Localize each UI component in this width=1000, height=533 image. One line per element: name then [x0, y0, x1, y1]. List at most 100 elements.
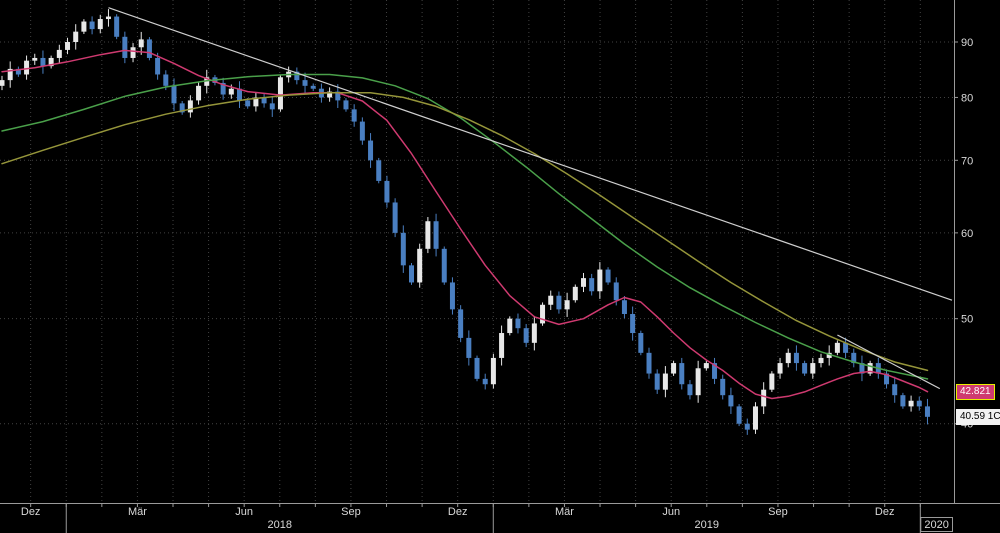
candle	[662, 366, 668, 398]
candle-body	[580, 278, 586, 287]
candle	[40, 50, 46, 74]
candle	[531, 315, 537, 351]
candle-body	[0, 80, 5, 86]
candle-body	[73, 31, 79, 43]
candle-body	[130, 47, 136, 58]
candle	[122, 31, 128, 64]
candle-body	[48, 57, 54, 67]
candle	[769, 371, 775, 393]
candle-body	[458, 309, 464, 338]
candle-body	[253, 97, 259, 107]
candle-body	[441, 248, 447, 283]
candle-body	[343, 100, 349, 110]
candle	[826, 345, 832, 366]
candle	[105, 9, 111, 27]
candle	[589, 273, 595, 296]
candle-body	[122, 36, 128, 58]
candle-body	[548, 295, 554, 305]
candle-body	[523, 328, 529, 343]
x-tick-label: Dez	[21, 506, 41, 518]
candle	[449, 277, 455, 315]
candle	[310, 83, 316, 92]
candle-body	[613, 282, 619, 301]
candle	[515, 313, 521, 334]
x-tick-label: Sep	[768, 506, 788, 518]
candle	[540, 302, 546, 326]
candle-body	[474, 357, 480, 379]
candle	[908, 395, 914, 412]
candle	[597, 262, 603, 299]
candle-body	[7, 68, 13, 81]
candle	[138, 31, 144, 55]
candle	[0, 75, 5, 91]
candle-body	[720, 378, 726, 396]
candle-body	[908, 400, 914, 407]
candle-body	[515, 318, 521, 329]
candle	[785, 348, 791, 368]
candle-body	[834, 342, 840, 353]
candle	[728, 387, 734, 414]
candle-body	[228, 88, 234, 95]
candle	[695, 360, 701, 403]
ma-slow-olive-line	[1, 92, 929, 372]
long-downtrend-line	[108, 7, 953, 301]
candle-body	[892, 384, 898, 396]
candle-body	[392, 202, 398, 233]
candle	[630, 306, 636, 341]
candle-body	[777, 363, 783, 374]
x-tick-label: Jun	[662, 506, 680, 518]
candle-body	[572, 286, 578, 301]
candle	[490, 353, 496, 389]
candle	[368, 133, 374, 168]
candle-body	[269, 103, 275, 110]
candle	[65, 37, 71, 55]
candle-body	[376, 160, 382, 181]
candle-body	[138, 39, 144, 48]
candle	[466, 330, 472, 366]
candle-body	[335, 91, 341, 101]
candle-body	[540, 304, 546, 324]
candle-body	[400, 232, 406, 266]
candle-body	[843, 342, 849, 353]
candle	[900, 392, 906, 409]
candle	[638, 330, 644, 356]
plot-area	[0, 0, 954, 503]
candle-body	[662, 373, 668, 390]
candle-body	[171, 85, 177, 104]
candle	[24, 55, 30, 80]
candle	[179, 101, 185, 115]
candle-body	[556, 295, 562, 310]
candle-body	[630, 314, 636, 334]
y-tick-label: 70	[961, 155, 973, 167]
candle-body	[97, 19, 103, 30]
candle-body	[163, 74, 169, 86]
candle	[736, 404, 742, 427]
candle	[843, 337, 849, 359]
candle-body	[867, 363, 873, 374]
candle	[376, 157, 382, 184]
y-tick-label: 60	[961, 228, 973, 240]
candle	[712, 357, 718, 385]
candle-body	[261, 97, 267, 104]
candle-body	[785, 352, 791, 364]
candle-body	[752, 406, 758, 430]
candle	[752, 402, 758, 434]
candle-body	[65, 42, 71, 50]
candle-body	[196, 85, 202, 101]
candle-body	[327, 91, 333, 98]
candle	[433, 213, 439, 257]
candle	[327, 87, 333, 102]
candle	[277, 74, 283, 112]
candle	[507, 316, 513, 336]
candle	[48, 55, 54, 69]
candle	[351, 104, 357, 127]
candle	[802, 360, 808, 376]
candle	[916, 396, 922, 411]
candle-body	[564, 300, 570, 310]
candle-body	[466, 337, 472, 358]
y-tick-label: 50	[961, 314, 973, 326]
ma-fast-magenta-line	[1, 49, 929, 400]
candle-body	[155, 57, 161, 75]
candle-body	[490, 357, 496, 385]
candle	[867, 360, 873, 376]
